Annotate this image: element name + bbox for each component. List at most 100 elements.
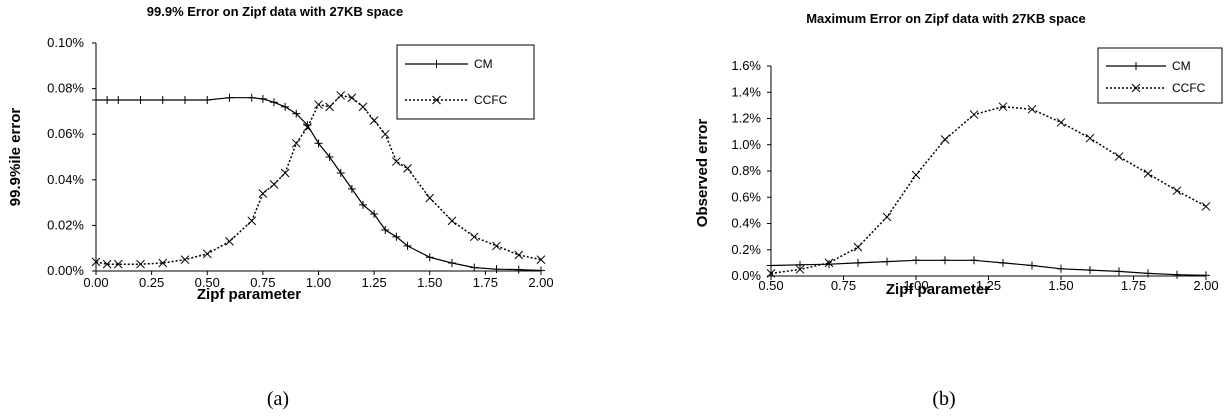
data-point-ccfc <box>447 216 457 226</box>
data-point-cm <box>103 96 112 104</box>
data-point-ccfc <box>113 259 123 269</box>
data-point-ccfc <box>358 102 368 112</box>
y-tick-label: 0.4% <box>731 216 761 231</box>
data-point-ccfc <box>1172 186 1182 196</box>
y-tick-label: 0.04% <box>47 172 84 187</box>
data-point-cm <box>114 96 123 104</box>
data-point-ccfc <box>291 138 301 148</box>
data-point-cm <box>92 96 100 104</box>
y-tick-label: 0.08% <box>47 81 84 96</box>
data-point-ccfc <box>824 258 834 268</box>
data-point-ccfc <box>225 237 234 246</box>
data-point-ccfc <box>940 135 950 144</box>
x-tick-label: 1.75 <box>1121 278 1146 293</box>
series-group <box>91 91 546 275</box>
data-point-ccfc <box>425 193 435 203</box>
data-point-cm <box>281 102 290 111</box>
data-point-ccfc <box>392 157 401 166</box>
data-point-ccfc <box>1201 202 1211 211</box>
data-point-ccfc <box>258 189 268 198</box>
data-point-ccfc <box>766 269 776 278</box>
data-point-cm <box>1173 270 1181 279</box>
legend-marker-cm <box>1132 62 1140 70</box>
data-point-cm <box>796 260 804 269</box>
caption: (a) <box>267 388 289 410</box>
data-point-ccfc <box>180 255 190 264</box>
legend-label-ccfc: CCFC <box>1172 81 1206 95</box>
data-point-cm <box>392 232 401 241</box>
caption: (b) <box>932 388 955 410</box>
data-point-cm <box>514 265 523 274</box>
data-point-cm <box>1086 266 1094 275</box>
x-tick-label: 1.50 <box>417 275 442 290</box>
data-point-cm <box>941 256 949 265</box>
data-point-cm <box>767 261 775 270</box>
data-point-cm <box>470 263 479 272</box>
data-point-cm <box>1202 271 1210 280</box>
data-point-ccfc <box>314 100 323 109</box>
data-point-ccfc <box>136 259 145 269</box>
chart-title: 99.9% Error on Zipf data with 27KB space <box>147 4 403 19</box>
y-tick-label: 0.10% <box>47 35 84 50</box>
data-point-cm <box>336 168 345 177</box>
x-tick-label: 0.25 <box>139 275 164 290</box>
y-tick-label: 0.2% <box>731 242 761 257</box>
data-point-ccfc <box>336 91 346 100</box>
legend-label-cm: CM <box>474 57 493 71</box>
data-point-ccfc <box>514 250 524 260</box>
data-point-cm <box>325 153 334 161</box>
data-point-ccfc <box>202 249 212 259</box>
data-point-ccfc <box>247 216 257 226</box>
data-point-ccfc <box>998 102 1008 112</box>
data-point-ccfc <box>853 242 863 252</box>
data-point-ccfc <box>911 170 921 180</box>
data-point-ccfc <box>1143 169 1153 178</box>
y-tick-label: 1.0% <box>731 137 761 152</box>
x-ticks: 0.00 0.25 0.50 0.75 1.00 1.25 1.50 1.75 2.00 <box>83 271 554 290</box>
y-tick-label: 1.6% <box>731 58 761 73</box>
data-point-ccfc <box>1114 152 1124 161</box>
data-point-cm <box>314 139 323 148</box>
data-point-ccfc <box>269 180 279 189</box>
legend-label-cm: CM <box>1172 59 1191 73</box>
data-point-cm <box>970 256 978 265</box>
data-point-ccfc <box>91 257 101 267</box>
data-point-cm <box>883 257 891 266</box>
data-point-cm <box>1115 267 1123 276</box>
chart-b: Maximum Error on Zipf data with 27KB spa… <box>694 11 1223 410</box>
legend-marker-ccfc <box>432 95 441 105</box>
x-tick-label: 0.50 <box>195 275 220 290</box>
x-tick-label: 1.00 <box>306 275 331 290</box>
data-point-ccfc <box>303 123 312 132</box>
x-tick-label: 1.25 <box>976 278 1001 293</box>
x-tick-label: 0.00 <box>83 275 108 290</box>
data-point-cm <box>292 109 301 118</box>
y-tick-label: 0.06% <box>47 126 84 141</box>
data-point-cm <box>537 266 545 275</box>
y-ticks: 0.00% 0.02% 0.04% 0.06% 0.08% 0.10% <box>47 35 96 278</box>
x-ticks: 0.50 0.75 1.00 1.25 1.50 1.75 2.00 <box>758 276 1219 293</box>
data-point-cm <box>999 258 1007 267</box>
y-tick-label: 0.00% <box>47 263 84 278</box>
legend-box <box>1097 47 1223 104</box>
data-point-ccfc <box>280 168 290 178</box>
chart-title: Maximum Error on Zipf data with 27KB spa… <box>806 11 1086 26</box>
x-tick-label: 1.75 <box>473 275 498 290</box>
data-point-ccfc <box>1027 104 1037 114</box>
x-tick-label: 1.25 <box>361 275 386 290</box>
data-point-ccfc <box>369 116 379 125</box>
series-group <box>766 102 1211 280</box>
data-point-cm <box>403 241 412 250</box>
series-line-ccfc <box>770 105 1207 275</box>
y-tick-label: 0.8% <box>731 163 761 178</box>
data-point-ccfc <box>347 93 357 103</box>
data-point-ccfc <box>325 102 334 112</box>
data-point-cm <box>1028 261 1036 270</box>
legend-box <box>396 44 535 120</box>
data-point-ccfc <box>882 212 892 222</box>
x-tick-label: 2.00 <box>1193 278 1218 293</box>
data-point-cm <box>1057 264 1065 273</box>
data-point-cm <box>854 258 862 267</box>
legend-items: CM CCFC <box>1106 59 1206 95</box>
